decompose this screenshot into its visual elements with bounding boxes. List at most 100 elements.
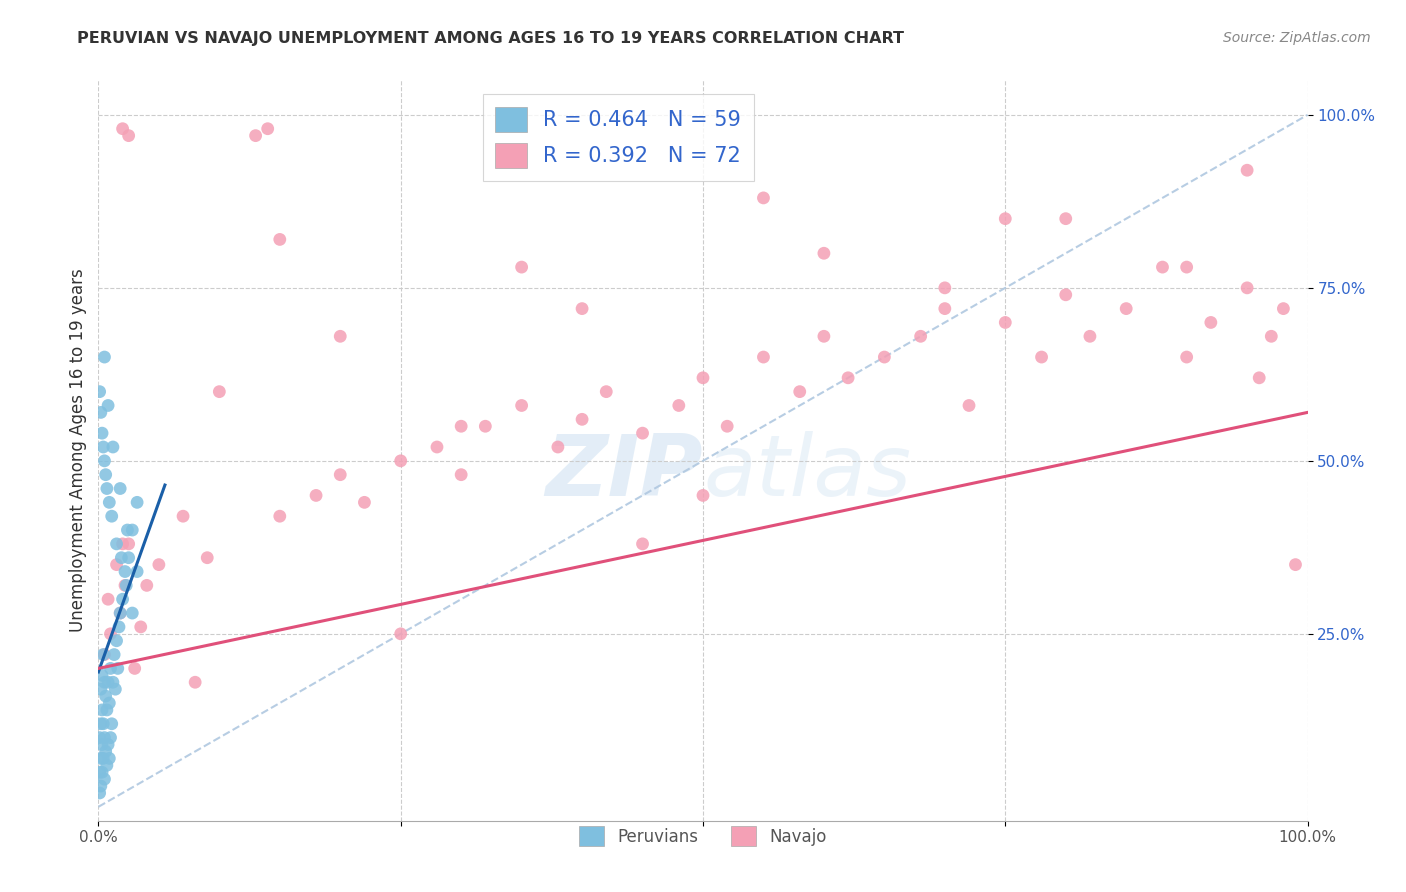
Point bbox=[100, 661, 122, 675]
Point bbox=[90, 405, 112, 419]
Point bbox=[269, 232, 291, 246]
Point bbox=[118, 128, 141, 143]
Point bbox=[1152, 260, 1174, 274]
Point bbox=[97, 399, 120, 413]
Point bbox=[118, 550, 141, 565]
Point bbox=[474, 419, 496, 434]
Point bbox=[1031, 350, 1053, 364]
Point bbox=[692, 371, 714, 385]
Point bbox=[89, 786, 111, 800]
Point bbox=[91, 440, 114, 454]
Point bbox=[353, 495, 375, 509]
Point bbox=[100, 716, 122, 731]
Point bbox=[129, 620, 152, 634]
Point bbox=[89, 765, 111, 780]
Point bbox=[121, 606, 143, 620]
Point bbox=[256, 121, 278, 136]
Point bbox=[114, 565, 136, 579]
Point bbox=[97, 675, 120, 690]
Point bbox=[93, 350, 115, 364]
Point bbox=[450, 467, 472, 482]
Point bbox=[631, 537, 654, 551]
Point bbox=[97, 738, 120, 752]
Point bbox=[93, 454, 115, 468]
Point bbox=[716, 419, 738, 434]
Point bbox=[195, 550, 218, 565]
Point bbox=[98, 751, 121, 765]
Point bbox=[305, 488, 328, 502]
Point bbox=[172, 509, 194, 524]
Point bbox=[1249, 371, 1271, 385]
Point bbox=[101, 675, 124, 690]
Point bbox=[110, 550, 132, 565]
Point bbox=[208, 384, 231, 399]
Point bbox=[117, 523, 139, 537]
Point bbox=[148, 558, 170, 572]
Point bbox=[910, 329, 932, 343]
Point bbox=[93, 648, 115, 662]
Point bbox=[91, 426, 114, 441]
Point bbox=[1054, 287, 1077, 301]
Point bbox=[389, 454, 412, 468]
Point bbox=[94, 689, 117, 703]
Point bbox=[873, 350, 896, 364]
Point bbox=[111, 592, 134, 607]
Point bbox=[245, 128, 267, 143]
Point bbox=[93, 675, 115, 690]
Point bbox=[108, 620, 131, 634]
Point bbox=[94, 467, 117, 482]
Point bbox=[510, 260, 533, 274]
Point bbox=[96, 703, 118, 717]
Point bbox=[752, 191, 775, 205]
Point bbox=[89, 384, 111, 399]
Point bbox=[934, 281, 956, 295]
Point bbox=[329, 467, 352, 482]
Point bbox=[100, 509, 122, 524]
Point bbox=[934, 301, 956, 316]
Point bbox=[127, 495, 149, 509]
Point bbox=[184, 675, 207, 690]
Point bbox=[98, 495, 121, 509]
Point bbox=[105, 633, 128, 648]
Point bbox=[426, 440, 449, 454]
Point bbox=[104, 682, 127, 697]
Point bbox=[789, 384, 811, 399]
Point bbox=[1236, 281, 1258, 295]
Point bbox=[127, 565, 149, 579]
Point bbox=[97, 592, 120, 607]
Point bbox=[98, 696, 121, 710]
Y-axis label: Unemployment Among Ages 16 to 19 years: Unemployment Among Ages 16 to 19 years bbox=[69, 268, 87, 632]
Point bbox=[994, 315, 1017, 329]
Point bbox=[752, 350, 775, 364]
Point bbox=[121, 523, 143, 537]
Point bbox=[91, 668, 114, 682]
Point bbox=[111, 537, 134, 551]
Point bbox=[91, 716, 114, 731]
Point bbox=[96, 482, 118, 496]
Point bbox=[1175, 350, 1198, 364]
Point bbox=[108, 606, 131, 620]
Point bbox=[91, 765, 114, 780]
Point bbox=[1272, 301, 1295, 316]
Text: ZIP: ZIP bbox=[546, 431, 703, 514]
Point bbox=[93, 731, 115, 745]
Point bbox=[89, 731, 111, 745]
Point bbox=[1236, 163, 1258, 178]
Point bbox=[96, 758, 118, 772]
Point bbox=[105, 537, 128, 551]
Point bbox=[101, 440, 124, 454]
Legend: Peruvians, Navajo: Peruvians, Navajo bbox=[572, 820, 834, 853]
Point bbox=[1054, 211, 1077, 226]
Text: atlas: atlas bbox=[703, 431, 911, 514]
Point bbox=[329, 329, 352, 343]
Point bbox=[124, 661, 146, 675]
Point bbox=[957, 399, 980, 413]
Point bbox=[115, 578, 138, 592]
Text: Source: ZipAtlas.com: Source: ZipAtlas.com bbox=[1223, 31, 1371, 45]
Point bbox=[114, 578, 136, 592]
Point bbox=[90, 682, 112, 697]
Point bbox=[510, 399, 533, 413]
Point bbox=[595, 384, 617, 399]
Point bbox=[1115, 301, 1137, 316]
Point bbox=[813, 329, 835, 343]
